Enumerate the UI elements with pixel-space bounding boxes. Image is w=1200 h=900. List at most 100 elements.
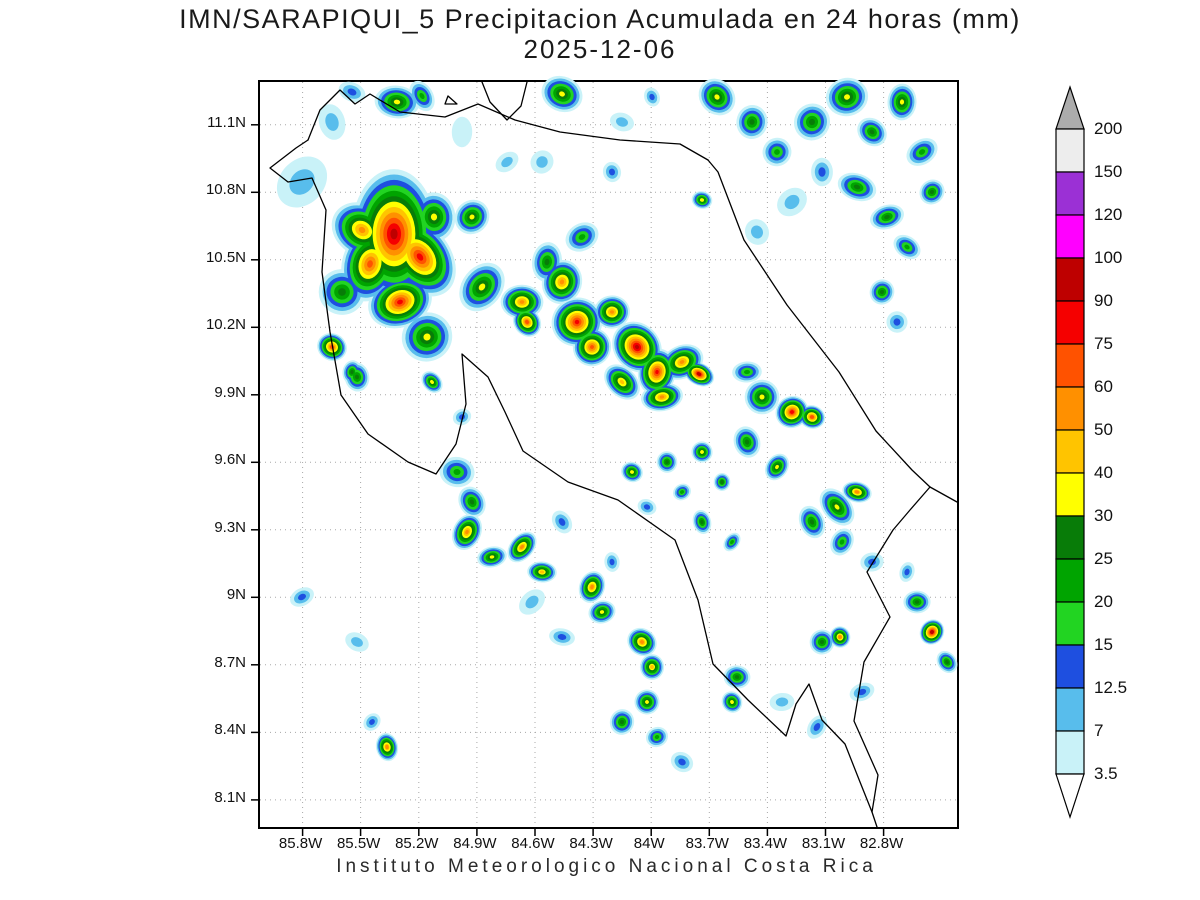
- precip-cell: [416, 253, 424, 261]
- precip-cell: [469, 214, 475, 220]
- precip-cell: [557, 634, 567, 640]
- precip-cell: [559, 91, 565, 97]
- lon-tick-label: 84.3W: [569, 835, 613, 852]
- coastline: [307, 89, 709, 161]
- precipitation-shading: [276, 75, 958, 773]
- precip-cell: [857, 688, 867, 696]
- lon-tick-label: 83.1W: [801, 835, 846, 852]
- lat-tick-label: 9.9N: [214, 383, 246, 401]
- coastline: [853, 486, 931, 828]
- precip-cell: [810, 415, 814, 419]
- precip-cell: [325, 113, 339, 131]
- precip-cell: [489, 555, 495, 559]
- precip-cell: [347, 88, 357, 96]
- lon-tick-label: 82.8W: [859, 835, 904, 852]
- precip-cell: [501, 156, 513, 168]
- precip-cell: [834, 504, 840, 510]
- precip-cell: [610, 310, 614, 314]
- precip-cell: [679, 490, 685, 494]
- colorbar-label: 120: [1094, 205, 1123, 224]
- precip-cell: [700, 450, 704, 454]
- precip-cell: [430, 213, 438, 221]
- colorbar-box: [1055, 644, 1085, 689]
- precip-cell: [590, 584, 594, 590]
- precip-cell: [650, 665, 654, 669]
- precipitation-map: [251, 75, 958, 836]
- precip-cell: [451, 116, 473, 148]
- lat-tick-label: 8.7N: [214, 653, 246, 671]
- colorbar-box: [1055, 601, 1085, 646]
- chart-title: IMN/SARAPIQUI_5 Precipitacion Acumulada …: [179, 4, 1021, 34]
- precip-cell: [645, 700, 649, 704]
- precip-cell: [839, 539, 845, 545]
- precip-cell: [634, 344, 640, 350]
- precip-cell: [369, 719, 375, 725]
- lon-tick-label: 84W: [633, 835, 665, 852]
- colorbar-box: [1055, 386, 1085, 431]
- precip-cell: [649, 93, 655, 101]
- colorbar-box: [1055, 472, 1085, 517]
- colorbar-label: 12.5: [1094, 678, 1128, 697]
- precip-cell: [619, 719, 625, 725]
- lat-tick-label: 10.8N: [205, 181, 246, 199]
- colorbar-label: 90: [1094, 291, 1113, 310]
- colorbar-box: [1055, 343, 1085, 388]
- precip-cell: [478, 283, 486, 291]
- precip-cell: [338, 288, 346, 296]
- colorbar-arrow-top: [1055, 85, 1085, 130]
- lat-tick-label: 9N: [226, 586, 246, 604]
- colorbar-label: 50: [1094, 420, 1113, 439]
- precip-cell: [869, 129, 875, 135]
- precip-cell: [630, 470, 634, 474]
- precip-cell: [904, 244, 910, 250]
- colorbar-box: [1055, 300, 1085, 345]
- precip-cell: [609, 558, 615, 566]
- precip-cell: [640, 640, 644, 644]
- precip-cell: [929, 189, 935, 195]
- colorbar-label: 75: [1094, 334, 1113, 353]
- precip-cell: [665, 460, 669, 464]
- colorbar-box: [1055, 515, 1085, 560]
- precip-cell: [809, 519, 815, 525]
- precip-cell: [536, 156, 548, 168]
- colorbar-label: 20: [1094, 592, 1113, 611]
- precip-cell: [699, 198, 705, 202]
- precip-cell: [367, 260, 373, 268]
- precip-cell: [679, 360, 685, 364]
- precip-cell: [918, 149, 926, 155]
- lon-tick-label: 83.4W: [743, 835, 788, 852]
- precip-cell: [914, 600, 920, 604]
- coastlines: [269, 81, 958, 828]
- precip-cell: [775, 464, 779, 470]
- coastline: [269, 139, 873, 813]
- precip-cell: [519, 300, 525, 304]
- colorbar-label: 150: [1094, 162, 1123, 181]
- colorbar-box: [1055, 687, 1085, 732]
- precip-cell: [397, 299, 403, 305]
- colorbar-label: 25: [1094, 549, 1113, 568]
- precip-cell: [759, 394, 765, 400]
- colorbar-box: [1055, 257, 1085, 302]
- precip-cell: [945, 659, 949, 665]
- precip-cell: [744, 369, 750, 375]
- precip-cell: [813, 723, 821, 731]
- colorbar-box: [1055, 429, 1085, 474]
- precip-cell: [749, 119, 755, 125]
- colorbar: [1055, 85, 1085, 819]
- lon-tick-label: 83.7W: [685, 835, 729, 852]
- precip-cell: [525, 595, 539, 609]
- precip-cell: [655, 369, 659, 375]
- colorbar-label: 7: [1094, 721, 1104, 740]
- precip-cell: [619, 379, 625, 385]
- precip-cell: [854, 490, 860, 494]
- precip-cell: [774, 149, 780, 155]
- precip-cell: [720, 480, 724, 484]
- colorbar-label: 30: [1094, 506, 1113, 525]
- precip-cell: [844, 94, 850, 100]
- precip-cell: [465, 529, 469, 535]
- precip-cell: [469, 499, 475, 505]
- precip-cell: [750, 225, 764, 239]
- precip-cell: [453, 468, 461, 476]
- precip-cell: [599, 610, 605, 614]
- map-plot-area: [251, 75, 959, 836]
